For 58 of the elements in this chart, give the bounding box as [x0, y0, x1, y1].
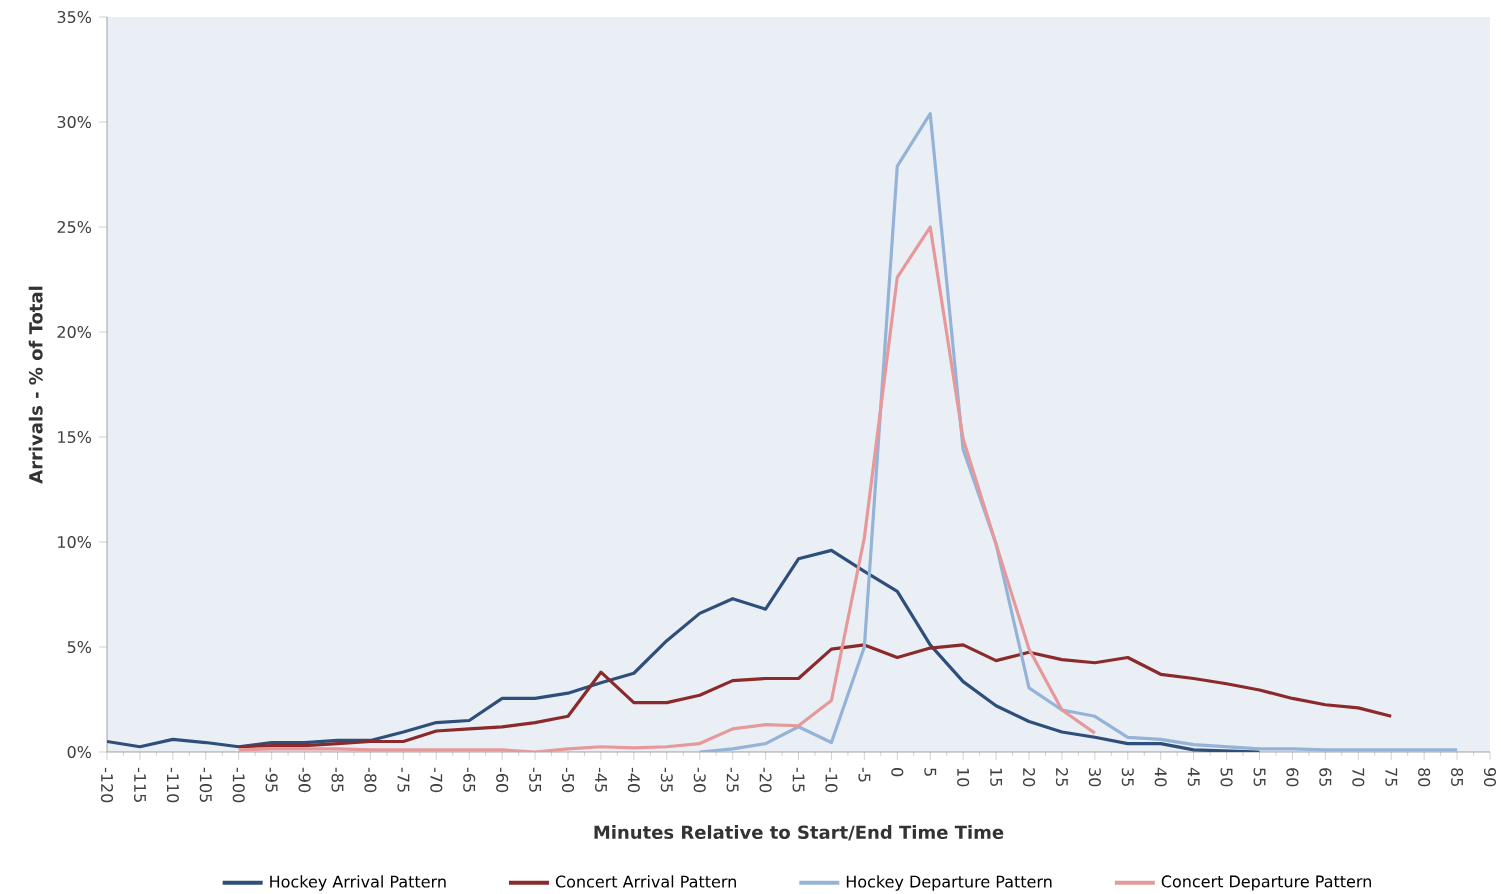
y-tick-label: 0% — [67, 745, 92, 759]
x-tick-label: -25 — [726, 767, 739, 792]
line-series — [237, 643, 1393, 749]
legend-label: Concert Arrival Pattern — [555, 875, 736, 888]
legend-label: Hockey Arrival Pattern — [270, 875, 446, 891]
x-axis-title: Minutes Relative to Start/End Time Time — [594, 825, 1004, 841]
x-tick-label: 65 — [1319, 768, 1332, 787]
x-tick-label: -65 — [463, 767, 476, 792]
y-tick-label: 5% — [67, 640, 92, 654]
x-tick-label: 70 — [1352, 768, 1365, 787]
x-tick-label: -70 — [430, 767, 443, 793]
x-tick-label: -35 — [660, 767, 673, 792]
x-tick-label: 60 — [1286, 768, 1299, 787]
x-tick-label: -5 — [858, 767, 871, 782]
x-tick-label: 20 — [1022, 768, 1036, 787]
x-tick-label: -80 — [364, 767, 377, 793]
x-tick-label: -60 — [496, 767, 509, 793]
y-axis-title: Arrivals - % of Total — [28, 286, 43, 484]
y-tick-label: 25% — [57, 220, 92, 234]
x-tick-label: 5 — [924, 768, 937, 776]
legend-label: Hockey Departure Pattern — [846, 875, 1052, 891]
x-tick-label: 25 — [1055, 768, 1068, 787]
x-tick-label: 90 — [1483, 768, 1497, 787]
x-tick-label: -15 — [792, 767, 805, 792]
x-tick-label: 0 — [891, 768, 904, 777]
x-tick-label: 35 — [1121, 768, 1134, 787]
x-tick-label: 30 — [1088, 768, 1101, 787]
x-tick-label: -50 — [561, 767, 575, 793]
x-tick-label: -120 — [100, 767, 114, 803]
x-tick-label: 80 — [1418, 768, 1431, 787]
y-tick-label: 20% — [57, 325, 92, 339]
x-tick-label: -110 — [166, 767, 179, 803]
x-tick-label: -115 — [133, 767, 146, 802]
legend-label: Concert Departure Pattern — [1161, 875, 1371, 891]
y-tick-label: 15% — [58, 430, 92, 444]
x-tick-label: 50 — [1220, 768, 1233, 787]
x-tick-label: -45 — [594, 767, 607, 792]
y-tick-label: 35% — [57, 10, 92, 24]
x-tick-label: -105 — [199, 767, 212, 802]
y-tick-label: 10% — [58, 535, 92, 549]
x-tick-label: -90 — [298, 767, 311, 793]
x-tick-label: 85 — [1451, 768, 1464, 787]
x-tick-label: 15 — [990, 768, 1003, 787]
x-tick-label: -95 — [265, 767, 278, 792]
x-tick-label: -10 — [825, 767, 838, 793]
x-tick-label: 45 — [1187, 767, 1200, 787]
x-tick-label: -30 — [693, 767, 706, 793]
x-tick-label: -55 — [529, 767, 542, 792]
x-tick-label: 10 — [957, 768, 970, 787]
x-tick-label: -75 — [397, 767, 410, 792]
x-tick-label: -100 — [232, 767, 245, 803]
x-tick-label: 55 — [1253, 768, 1266, 787]
x-tick-label: 40 — [1154, 767, 1167, 787]
x-tick-label: -85 — [331, 767, 344, 792]
x-tick-label: -40 — [627, 767, 640, 793]
x-tick-label: -20 — [759, 767, 772, 793]
y-tick-label: 30% — [57, 115, 92, 129]
x-tick-label: 75 — [1385, 768, 1398, 787]
